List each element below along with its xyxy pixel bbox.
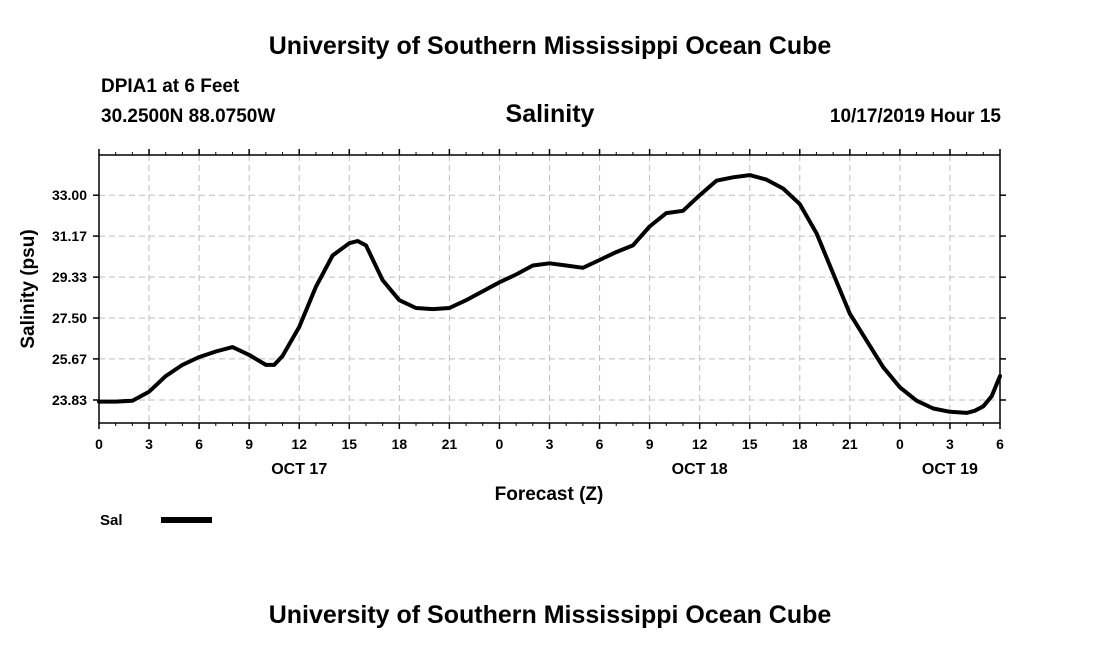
x-tick-label: 6 xyxy=(996,436,1004,452)
x-tick-label: 15 xyxy=(341,436,357,452)
x-tick-label: 0 xyxy=(896,436,904,452)
x-tick-label: 3 xyxy=(145,436,153,452)
coordinates-label: 30.2500N 88.0750W xyxy=(101,106,276,127)
y-tick-label: 25.67 xyxy=(52,351,87,367)
salinity-chart: 0 3 6 9 12 15 18 21 0 3 6 9 12 15 18 21 0 3 6 23.83 25.67 27.… xyxy=(18,149,1006,529)
x-tick-label: 9 xyxy=(646,436,654,452)
axis-labels: 0 3 6 9 12 15 18 21 0 3 6 9 12 15 18 21 0 3 6 23.83 25.67 27.… xyxy=(52,187,1004,478)
x-tick-label: 18 xyxy=(392,436,408,452)
x-axis-title: Forecast (Z) xyxy=(495,484,604,505)
y-tick-label: 27.50 xyxy=(52,310,87,326)
grid-lines xyxy=(99,155,1000,423)
y-tick-label: 31.17 xyxy=(52,228,87,244)
x-tick-label: 0 xyxy=(496,436,504,452)
x-tick-label: 3 xyxy=(946,436,954,452)
y-tick-label: 23.83 xyxy=(52,392,87,408)
x-tick-label: 21 xyxy=(442,436,458,452)
date-label: OCT 17 xyxy=(271,461,327,478)
x-tick-label: 21 xyxy=(842,436,858,452)
series-line-sal xyxy=(97,173,1002,415)
x-tick-label: 6 xyxy=(596,436,604,452)
x-tick-label: 15 xyxy=(742,436,758,452)
y-tick-label: 33.00 xyxy=(52,187,87,203)
series-layer xyxy=(97,173,1002,415)
date-label: OCT 18 xyxy=(672,461,728,478)
x-tick-label: 6 xyxy=(195,436,203,452)
legend-label: Sal xyxy=(100,512,123,529)
x-tick-label: 18 xyxy=(792,436,808,452)
y-tick-label: 29.33 xyxy=(52,269,87,285)
axis-ticks xyxy=(93,149,1006,429)
chart-title: University of Southern Mississippi Ocean… xyxy=(268,32,832,60)
x-tick-label: 12 xyxy=(692,436,708,452)
x-tick-label: 12 xyxy=(291,436,307,452)
variable-title: Salinity xyxy=(505,100,595,128)
datetime-label: 10/17/2019 Hour 15 xyxy=(829,106,1001,127)
station-label: DPIA1 at 6 Feet xyxy=(101,76,240,97)
x-tick-label: 3 xyxy=(546,436,554,452)
footer-title: University of Southern Mississippi Ocean… xyxy=(268,601,832,629)
date-label: OCT 19 xyxy=(922,461,978,478)
x-tick-label: 0 xyxy=(95,436,103,452)
y-axis-title: Salinity (psu) xyxy=(18,229,39,348)
x-tick-label: 9 xyxy=(245,436,253,452)
